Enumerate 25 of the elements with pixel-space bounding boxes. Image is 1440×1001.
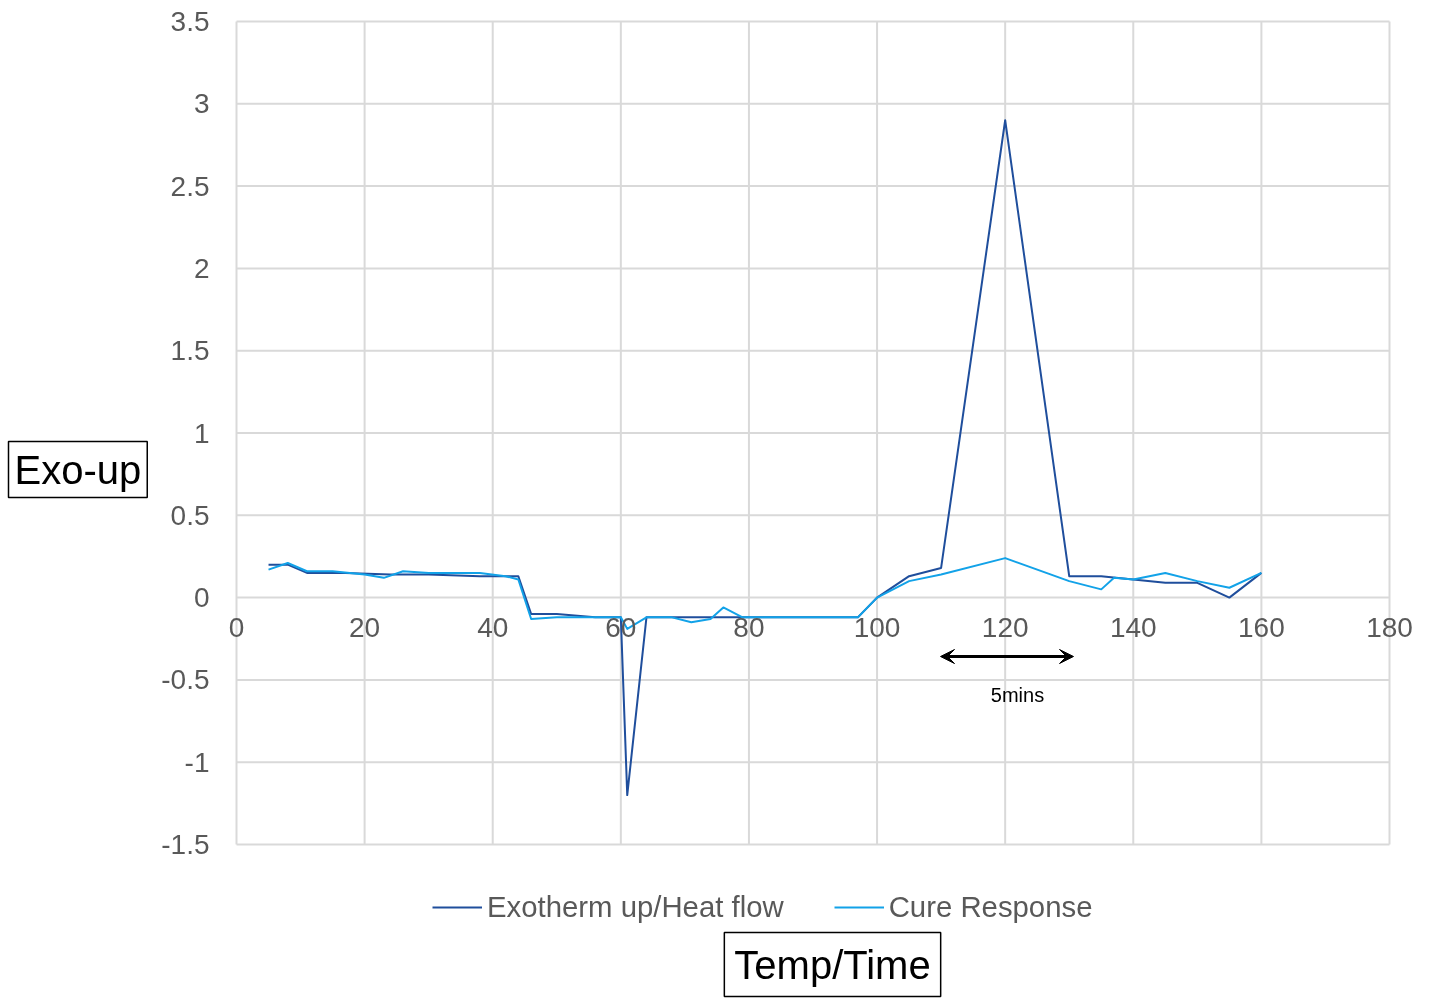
y-tick-label: 0.5 (170, 499, 210, 531)
x-axis-title: Temp/Time (734, 942, 931, 987)
y-tick-label: 3.5 (170, 6, 210, 37)
x-tick-label: 100 (853, 611, 901, 643)
x-tick-label: 80 (733, 611, 765, 643)
x-tick-label: 180 (1366, 611, 1413, 643)
y-tick-label: -1 (184, 746, 210, 778)
legend-label: Cure Response (888, 890, 1093, 924)
y-tick-label: 0 (193, 582, 210, 614)
y-tick-label: 2.5 (170, 170, 210, 202)
y-tick-label: 2 (193, 252, 210, 284)
x-tick-label: 140 (1109, 611, 1157, 643)
legend-label: Exotherm up/Heat flow (487, 890, 784, 924)
x-tick-label: 40 (477, 611, 509, 643)
annotation: 5mins (990, 683, 1045, 706)
y-axis-title: Exo-up (14, 447, 142, 492)
y-tick-label: 1 (193, 417, 210, 449)
y-tick-label: -0.5 (161, 664, 210, 696)
y-tick-label: -1.5 (161, 829, 210, 860)
x-tick-label: 0 (228, 611, 245, 643)
x-tick-label: 20 (349, 611, 381, 643)
y-tick-label: 3 (193, 88, 210, 120)
y-tick-label: 1.5 (170, 335, 210, 367)
x-tick-label: 120 (981, 611, 1029, 643)
x-tick-label: 160 (1238, 611, 1285, 643)
